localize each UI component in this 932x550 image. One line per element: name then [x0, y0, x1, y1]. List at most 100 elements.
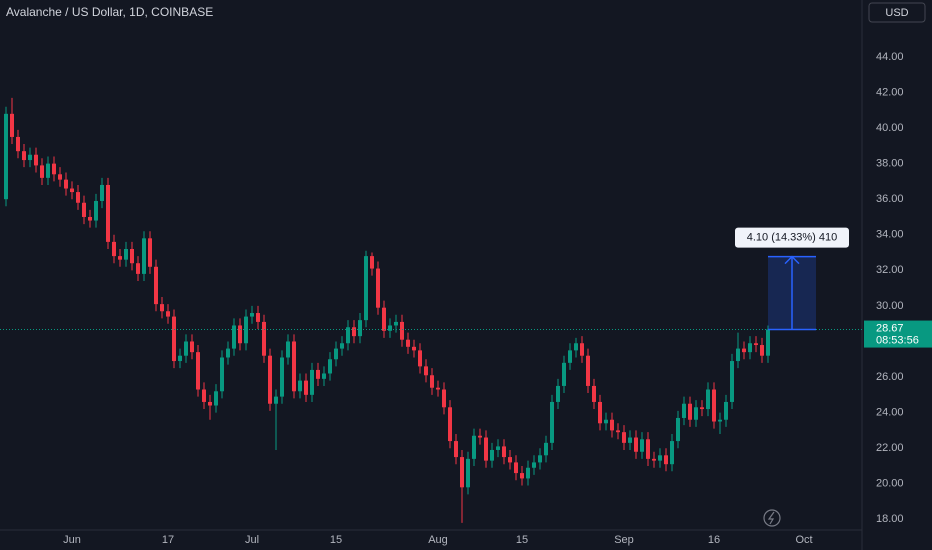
candle-body [358, 320, 362, 337]
candle-body [550, 401, 554, 443]
candle-body [598, 401, 602, 424]
candle-body [250, 313, 254, 317]
candle-body [430, 375, 434, 388]
candle-body [442, 389, 446, 408]
candle-body [580, 343, 584, 356]
candle-body [58, 174, 62, 180]
candle-body [742, 348, 746, 353]
candle-body [472, 435, 476, 459]
candle-body [454, 441, 458, 458]
candle-body [28, 154, 32, 161]
candle-body [88, 216, 92, 221]
candle-body [676, 417, 680, 442]
candle-body [466, 458, 470, 488]
candle-body [196, 352, 200, 390]
y-tick-label: 38.00 [876, 158, 904, 170]
candle-body [418, 350, 422, 367]
candle-body [460, 457, 464, 488]
candle-body [370, 256, 374, 269]
candle-body [220, 357, 224, 392]
candle-body [538, 455, 542, 463]
candle-body [412, 346, 416, 351]
candle-body [226, 348, 230, 358]
candle-body [214, 391, 218, 406]
y-tick-label: 36.00 [876, 193, 904, 205]
x-tick-label: Jul [245, 534, 259, 546]
y-tick-label: 30.00 [876, 300, 904, 312]
x-tick-label: 16 [708, 534, 720, 546]
candle-body [256, 313, 260, 322]
y-tick-label: 18.00 [876, 513, 904, 525]
candle-body [610, 419, 614, 431]
candle-body [280, 357, 284, 397]
candle-body [394, 321, 398, 326]
y-tick-label: 26.00 [876, 371, 904, 383]
candle-body [70, 188, 74, 193]
candle-body [190, 341, 194, 353]
candle-body [628, 437, 632, 443]
candle-body [130, 248, 134, 264]
candle-body [424, 366, 428, 376]
y-tick-label: 34.00 [876, 229, 904, 241]
candle-body [64, 179, 68, 189]
lightning-icon[interactable] [763, 509, 781, 527]
candle-body [688, 403, 692, 420]
x-tick-label: 17 [162, 534, 174, 546]
candle-body [310, 369, 314, 395]
candle-body [376, 268, 380, 308]
candle-body [382, 307, 386, 331]
candle-body [514, 462, 518, 474]
candle-body [16, 136, 20, 152]
candle-body [286, 341, 290, 358]
candle-body [448, 407, 452, 442]
candle-body [604, 419, 608, 424]
candle-body [148, 238, 152, 267]
candle-body [262, 321, 266, 356]
x-tick-label: 15 [330, 534, 342, 546]
candle-body [268, 355, 272, 404]
candle-body [328, 359, 332, 374]
candle-body [292, 341, 296, 392]
y-tick-label: 22.00 [876, 442, 904, 454]
y-tick-label: 40.00 [876, 122, 904, 134]
candle-body [760, 345, 764, 356]
candle-body [574, 343, 578, 351]
candle-body [298, 380, 302, 392]
candle-body [46, 163, 50, 178]
currency-button[interactable] [868, 2, 926, 23]
candle-body [766, 329, 770, 356]
candle-body [556, 385, 560, 402]
x-tick-label: Oct [795, 534, 812, 546]
last-price-label: 28.67 [876, 322, 904, 334]
y-tick-label: 24.00 [876, 407, 904, 419]
x-tick-label: Jun [63, 534, 81, 546]
chart-title: Avalanche / US Dollar, 1D, COINBASE [6, 5, 213, 19]
candle-body [730, 361, 734, 402]
candle-body [166, 311, 170, 317]
candle-body [592, 385, 596, 402]
candle-body [106, 184, 110, 242]
candle-body [184, 341, 188, 356]
candle-body [496, 446, 500, 450]
candle-body [682, 403, 686, 418]
candle-body [544, 442, 548, 456]
candle-body [526, 467, 530, 479]
candle-body [388, 325, 392, 331]
candle-body [508, 457, 512, 463]
candle-body [118, 256, 122, 260]
candle-body [658, 455, 662, 461]
candle-body [202, 389, 206, 402]
candle-body [532, 462, 536, 468]
candle-body [586, 355, 590, 386]
candle-body [622, 432, 626, 443]
candle-body [160, 304, 164, 312]
measure-label-box [735, 227, 849, 248]
candle-body [352, 327, 356, 337]
currency-label[interactable]: USD [885, 7, 908, 19]
candle-body [484, 437, 488, 461]
candle-body [520, 473, 524, 479]
candle-body [736, 348, 740, 362]
candle-body [640, 439, 644, 452]
y-tick-label: 32.00 [876, 264, 904, 276]
candle-body [232, 325, 236, 349]
